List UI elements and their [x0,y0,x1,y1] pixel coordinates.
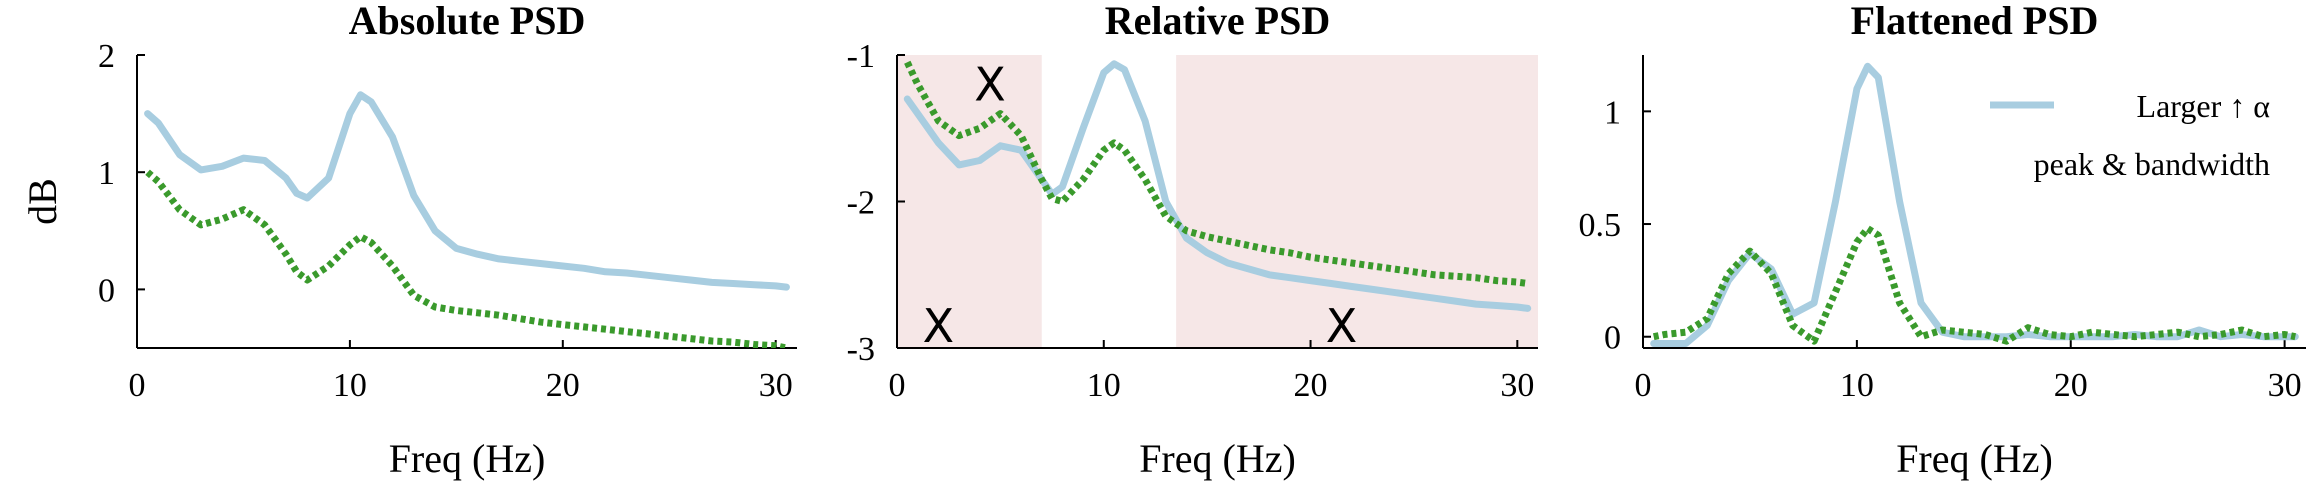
x-tick-label: 20 [546,367,580,404]
y-tick-label: 2 [98,38,115,75]
x-axis-label: Freq (Hz) [1139,436,1296,481]
chart-title: Flattened PSD [1851,0,2099,43]
x-tick-label: 0 [1635,367,1652,404]
series-line-solid [1650,62,2299,347]
chart-panel-1: Absolute PSD 0 10 20 30 0 1 2 Freq (Hz) dB [20,0,797,481]
chart-title: Absolute PSD [349,0,586,43]
x-tick-label: 30 [1500,367,1534,404]
series-line-dotted [1652,225,2297,345]
y-tick-label: -2 [847,185,875,222]
x-tick-label: 0 [129,367,146,404]
series-line-solid [144,91,790,291]
y-tick-label: 0.5 [1579,207,1622,244]
annotation-x-mark: X [1326,299,1358,353]
y-tick-label: 1 [98,155,115,192]
shaded-region [1176,55,1538,348]
annotation-x-mark: X [923,299,955,353]
y-tick-label: 0 [98,272,115,309]
shaded-region [897,55,1042,348]
x-tick-label: 10 [1840,367,1874,404]
x-tick-label: 10 [1087,367,1121,404]
series-line-solid [903,60,1532,312]
chart-title: Relative PSD [1105,0,1331,43]
legend-label-line1: Larger ↑ α [2137,88,2271,124]
y-axis-label: dB [20,178,65,225]
annotation-x-mark: X [974,57,1006,111]
x-tick-label: 30 [2268,367,2302,404]
x-tick-label: 30 [759,367,793,404]
x-axis-label: Freq (Hz) [389,436,546,481]
x-tick-label: 20 [1294,367,1328,404]
series-line-dotted [145,169,788,348]
series-line-dotted [904,60,1529,287]
x-tick-label: 20 [2054,367,2088,404]
chart-panel-3: Flattened PSD 0 10 20 30 0 0.5 1 Freq (Hz) Larger… [1579,0,2306,481]
x-axis-label: Freq (Hz) [1896,436,2053,481]
y-tick-label: -1 [847,38,875,75]
x-tick-label: 0 [889,367,906,404]
y-tick-label: 0 [1604,320,1621,357]
legend-label-line2: peak & bandwidth [2034,146,2270,182]
chart-panel-2: Relative PSD 0 10 20 30 -3 -2 -1 Freq (Hz) X X X [847,0,1538,481]
y-tick-label: -3 [847,331,875,368]
y-tick-label: 1 [1604,94,1621,131]
x-tick-label: 10 [333,367,367,404]
